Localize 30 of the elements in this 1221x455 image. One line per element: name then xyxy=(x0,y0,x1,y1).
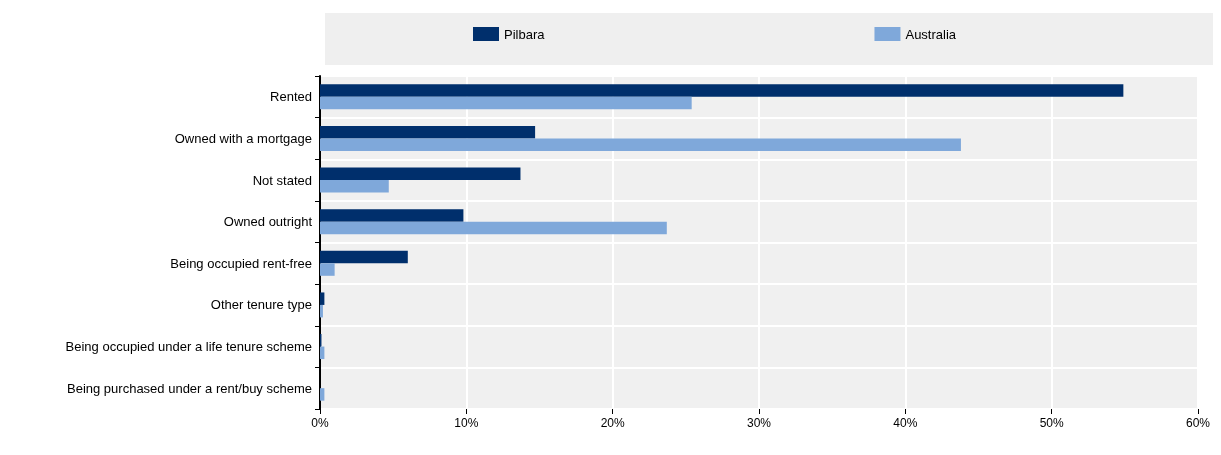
y-tick-label: Other tenure type xyxy=(210,297,312,313)
bar xyxy=(320,167,521,181)
bar xyxy=(320,180,389,193)
legend-label: Pilbara xyxy=(504,26,546,42)
bar xyxy=(320,209,464,222)
bar xyxy=(320,263,335,276)
bar xyxy=(320,250,408,264)
bar xyxy=(320,125,536,139)
x-tick-label: 0% xyxy=(311,416,329,430)
bar xyxy=(320,84,1124,97)
bar xyxy=(320,304,323,318)
y-tick-label: Being purchased under a rent/buy scheme xyxy=(67,380,312,396)
x-tick-label: 10% xyxy=(454,416,479,430)
y-tick-label: Being occupied rent-free xyxy=(170,255,312,271)
bar xyxy=(320,138,961,151)
y-tick-label: Not stated xyxy=(252,172,312,188)
x-tick-label: 20% xyxy=(600,416,625,430)
x-tick-label: 40% xyxy=(893,416,918,430)
bar xyxy=(320,221,667,235)
bar xyxy=(320,388,325,401)
x-tick-label: 60% xyxy=(1185,416,1211,430)
bar xyxy=(320,292,325,305)
legend-label: Australia xyxy=(905,26,957,42)
y-tick-label: Owned with a mortgage xyxy=(174,130,312,146)
x-tick-label: 50% xyxy=(1039,416,1064,430)
x-tick-label: 30% xyxy=(746,416,772,430)
y-tick-label: Being occupied under a life tenure scheme xyxy=(65,339,312,355)
y-tick-label: Owned outright xyxy=(223,214,313,230)
bar xyxy=(320,96,692,110)
y-tick-label: Rented xyxy=(270,89,312,105)
